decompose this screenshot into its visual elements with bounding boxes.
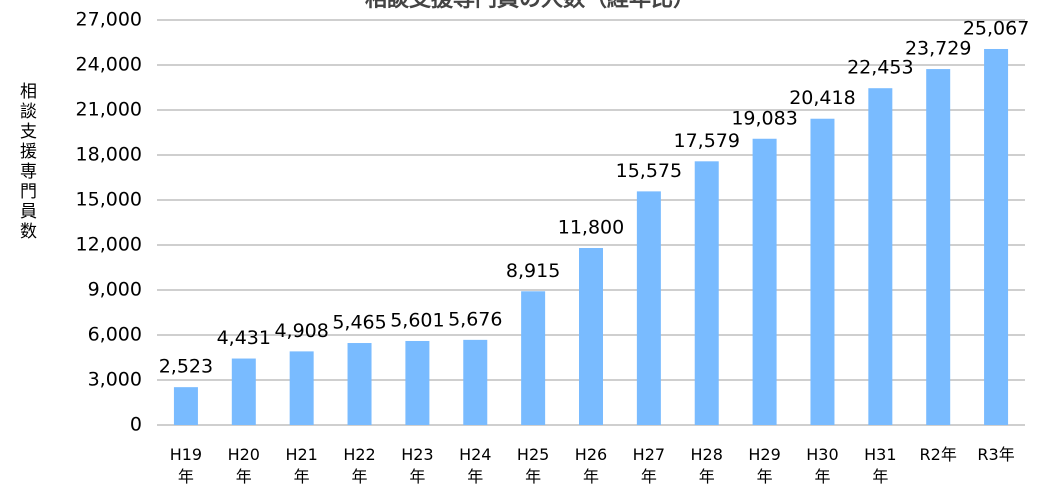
bar — [231, 358, 256, 425]
value-label: 5,676 — [448, 308, 502, 330]
y-tick-label: 3,000 — [88, 369, 142, 391]
bar — [984, 48, 1009, 426]
y-tick-label: 15,000 — [76, 189, 142, 211]
value-label: 2,523 — [159, 356, 213, 378]
y-tick-label: 24,000 — [76, 54, 142, 76]
bar — [347, 343, 372, 425]
value-label: 4,431 — [217, 327, 271, 349]
value-label: 22,453 — [847, 57, 913, 79]
bar — [173, 387, 198, 425]
value-label: 20,418 — [789, 87, 855, 109]
value-label: 8,915 — [506, 260, 560, 282]
bar — [752, 138, 777, 425]
y-tick-label: 27,000 — [76, 9, 142, 31]
value-label: 5,465 — [332, 312, 386, 334]
x-tick-label: H31年 — [864, 445, 897, 486]
value-label: 11,800 — [558, 217, 624, 239]
bar — [289, 351, 314, 425]
y-tick-label: 0 — [130, 414, 142, 436]
bar — [926, 69, 951, 425]
x-tick-label: H25年 — [516, 445, 550, 486]
y-tick-label: 12,000 — [76, 234, 142, 256]
y-axis-label: 相談支援専門員数 — [16, 82, 36, 242]
value-label: 15,575 — [616, 160, 682, 182]
x-tick-label: H30年 — [806, 445, 839, 486]
bar — [694, 161, 719, 425]
bar — [810, 118, 835, 425]
x-tick-label: R2年 — [919, 445, 957, 464]
value-label: 17,579 — [673, 130, 739, 152]
value-label: 25,067 — [963, 17, 1029, 39]
x-tick-label: H27年 — [632, 445, 666, 486]
value-label: 23,729 — [905, 38, 971, 60]
x-tick-label: H19年 — [169, 445, 203, 486]
x-tick-label: H21年 — [285, 445, 318, 486]
x-tick-label: H23年 — [401, 445, 434, 486]
x-tick-label: H28年 — [690, 445, 723, 486]
x-tick-label: H24年 — [459, 445, 492, 486]
x-tick-label: R3年 — [977, 445, 1015, 464]
x-tick-label: H29年 — [748, 445, 781, 486]
bar — [521, 291, 546, 425]
value-label: 4,908 — [274, 320, 328, 342]
bar — [579, 248, 603, 425]
value-label: 19,083 — [731, 107, 797, 129]
y-tick-label: 21,000 — [76, 99, 142, 121]
x-tick-label: H22年 — [343, 445, 376, 486]
bar — [405, 340, 430, 425]
y-tick-label: 9,000 — [88, 279, 142, 301]
y-tick-label: 18,000 — [76, 144, 142, 166]
x-tick-label: H20年 — [227, 445, 260, 486]
chart-title: 相談支援専門員の人数（経年比） — [365, 0, 695, 12]
bar — [636, 191, 661, 425]
x-tick-label: H26年 — [574, 445, 608, 486]
y-tick-label: 6,000 — [88, 324, 142, 346]
bar — [463, 339, 488, 425]
bar — [868, 88, 893, 425]
value-label: 5,601 — [390, 309, 444, 331]
